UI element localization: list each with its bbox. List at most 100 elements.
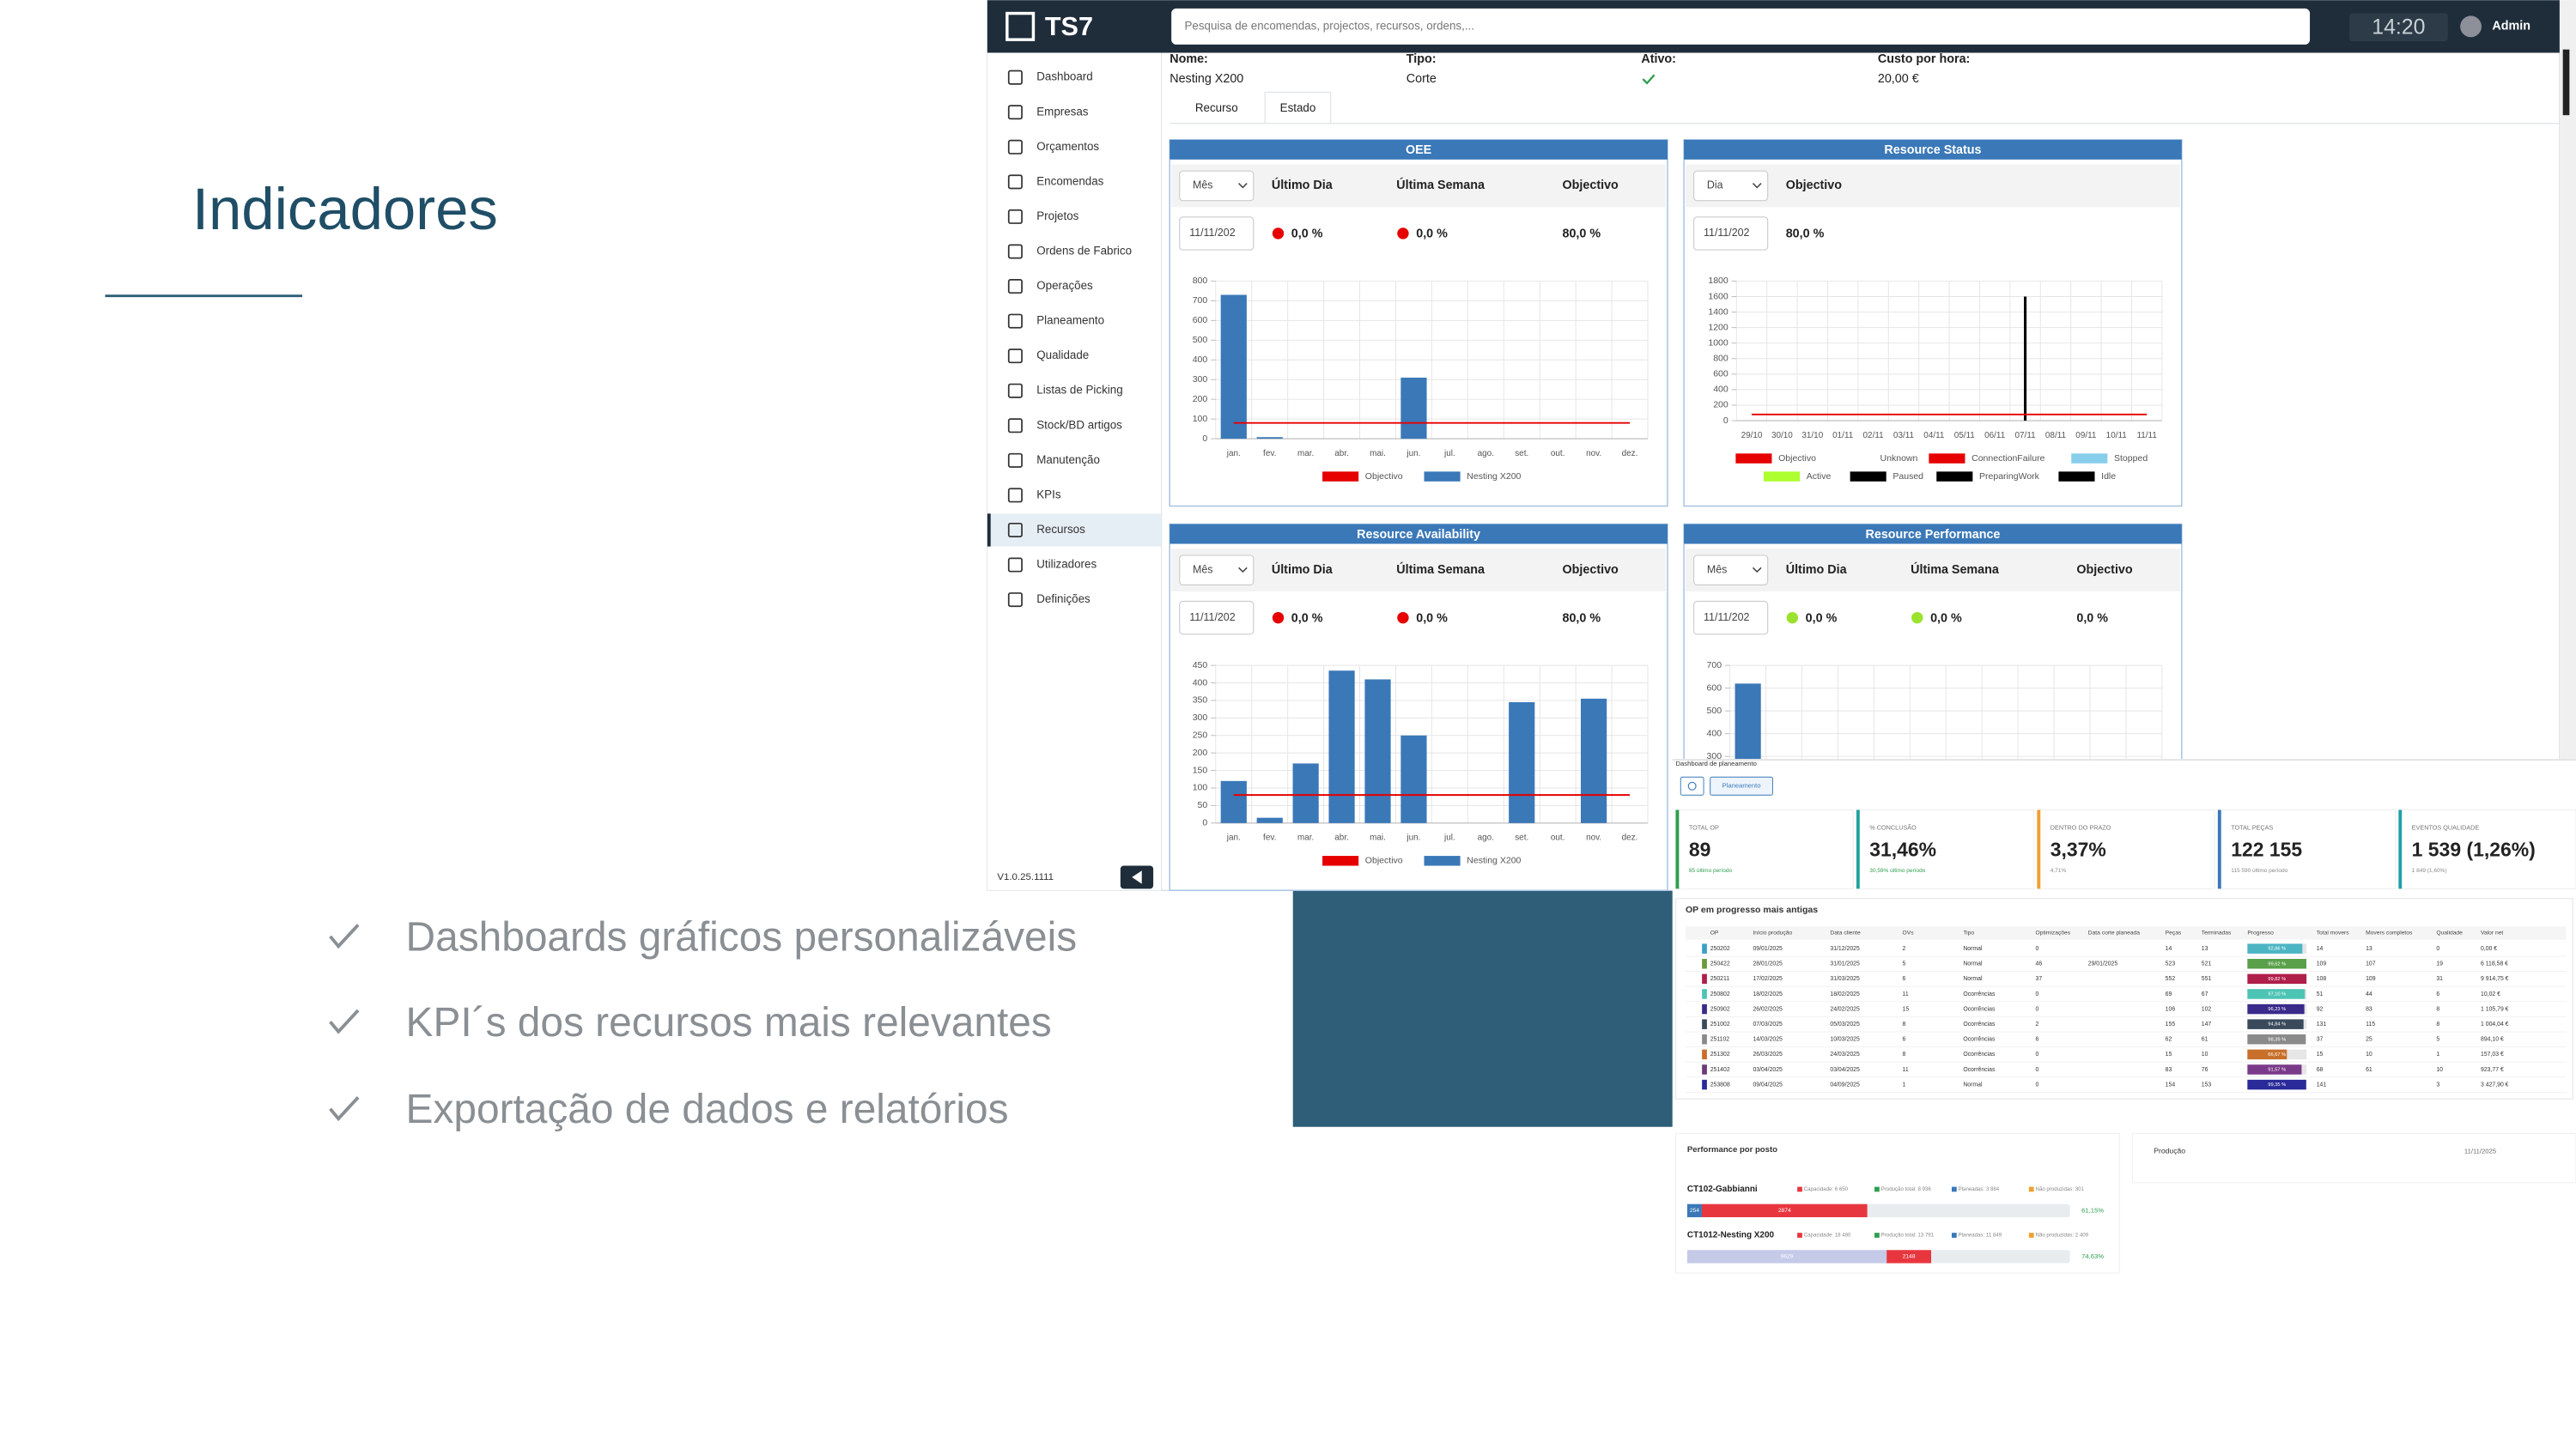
menu-icon (1007, 70, 1023, 85)
kpi-accent (2037, 809, 2041, 889)
performance-title: Performance por posto (1687, 1145, 1777, 1155)
table-cell: 14 (2317, 946, 2324, 952)
menu-item[interactable]: Utilizadores (1036, 558, 1097, 571)
y-tick-label: 0 (1202, 433, 1207, 444)
table-cell: 92 (2317, 1006, 2324, 1012)
kpi-card (1675, 809, 1854, 889)
menu-icon (1007, 105, 1023, 120)
table-cell: 37 (2036, 976, 2043, 982)
station-percent: 74,63% (2081, 1252, 2104, 1260)
table-cell: 157,03 € (2481, 1052, 2504, 1058)
menu-item[interactable]: Operações (1036, 279, 1093, 292)
menu-item[interactable]: Projetos (1036, 209, 1078, 222)
menu-item[interactable]: KPIs (1036, 488, 1061, 500)
bar (1400, 735, 1427, 823)
stat-column: Último Dia (1272, 177, 1334, 192)
date-input[interactable] (1693, 600, 1769, 635)
table-cell: 13 (2366, 946, 2372, 952)
y-tick-label: 200 (1713, 400, 1728, 410)
legend-label: Nesting X200 (1467, 471, 1521, 482)
table-cell: 250422 (1710, 961, 1730, 967)
table-cell: 253808 (1710, 1082, 1730, 1088)
search-box[interactable] (1171, 8, 2311, 45)
x-tick-label: jul. (1443, 834, 1455, 843)
x-tick-label: 30/10 (1771, 431, 1793, 440)
table-cell: 551 (2202, 976, 2212, 982)
row-color (1702, 1049, 1707, 1060)
production-title: Produção (2154, 1147, 2185, 1155)
period-select[interactable] (1693, 555, 1769, 585)
period-select[interactable] (1179, 170, 1255, 202)
menu-item[interactable]: Definições (1036, 592, 1091, 605)
legend-label: Unknown (1880, 453, 1918, 464)
table-cell: 28/01/2025 (1753, 961, 1783, 967)
refresh-button[interactable] (1680, 776, 1704, 796)
table-cell: Ocorrências (1963, 1037, 1996, 1043)
progress-label: 99,35 % (2268, 1082, 2286, 1088)
table-cell: 894,10 € (2481, 1037, 2504, 1043)
table-cell: 19 (2436, 961, 2443, 967)
period-select-value: Mês (1193, 179, 1212, 191)
kpi-value: 89 (1689, 838, 1711, 860)
date-input[interactable] (1179, 216, 1255, 251)
table-title: OP em progresso mais antigas (1686, 905, 1818, 915)
status-dot (1911, 611, 1923, 624)
table-header: Data cliente (1830, 931, 1861, 937)
table-cell: 0 (2036, 991, 2039, 997)
x-tick-label: abr. (1334, 449, 1349, 458)
planeamento-button[interactable] (1710, 776, 1773, 796)
x-tick-label: 08/11 (2045, 431, 2067, 440)
date-input[interactable] (1179, 600, 1255, 635)
table-cell: 3 (2436, 1082, 2439, 1088)
stat-icon (2028, 1186, 2034, 1192)
menu-item[interactable]: Planeamento (1036, 314, 1104, 327)
user-name[interactable]: Admin (2492, 20, 2530, 33)
x-tick-label: fev. (1263, 834, 1276, 843)
table-cell: 251302 (1710, 1052, 1730, 1058)
stat-icon (1874, 1186, 1880, 1192)
status-dot (1397, 611, 1409, 624)
menu-item[interactable]: Orçamentos (1036, 140, 1099, 153)
menu-item[interactable]: Stock/BD artigos (1036, 418, 1122, 431)
table-cell: 26/02/2025 (1753, 1006, 1783, 1012)
menu-item[interactable]: Qualidade (1036, 349, 1089, 361)
kpi-accent (2398, 809, 2403, 889)
active-check (1642, 74, 1656, 85)
select-caret (1752, 183, 1762, 189)
menu-icon (1007, 349, 1023, 364)
menu-item[interactable]: Listas de Picking (1036, 384, 1122, 397)
select-caret (1752, 567, 1762, 573)
menu-item[interactable]: Ordens de Fabrico (1036, 245, 1132, 258)
period-select[interactable] (1693, 170, 1769, 202)
menu-item[interactable]: Empresas (1036, 105, 1089, 118)
legend-label: Stopped (2114, 453, 2148, 464)
period-select[interactable] (1179, 555, 1255, 585)
tab[interactable]: Recurso (1195, 101, 1238, 114)
bar (1364, 679, 1391, 823)
stat-column: Última Semana (1911, 561, 2000, 577)
stat-column: Objectivo (1563, 179, 1619, 192)
table-cell: 552 (2166, 976, 2176, 982)
table-cell: Ocorrências (1963, 1006, 1996, 1012)
legend-label: Objectivo (1365, 856, 1403, 866)
menu-item[interactable]: Manutenção (1036, 453, 1100, 466)
menu-item[interactable]: Recursos (1036, 523, 1085, 536)
table-cell: 14/03/2025 (1753, 1037, 1783, 1043)
station-name: CT102-Gabbianni (1687, 1185, 1758, 1194)
menu-item[interactable]: Encomendas (1036, 174, 1103, 187)
row-color (1702, 973, 1707, 985)
table-header: Tipo (1963, 931, 1974, 937)
table-cell: 03/04/2025 (1753, 1067, 1783, 1073)
x-tick-label: 01/11 (1832, 431, 1854, 440)
period-select-value: Dia (1707, 179, 1723, 191)
segment-label: 9629 (1781, 1254, 1794, 1260)
date-input[interactable] (1693, 216, 1769, 251)
tab[interactable]: Estado (1280, 101, 1316, 114)
table-cell: 8 (1903, 1052, 1906, 1058)
table-cell: 2 (2036, 1022, 2039, 1028)
table-cell: 141 (2317, 1082, 2327, 1088)
table-cell: 0 (2036, 1052, 2039, 1058)
menu-item[interactable]: Dashboard (1036, 70, 1092, 83)
table-cell: 108 (2317, 976, 2327, 982)
